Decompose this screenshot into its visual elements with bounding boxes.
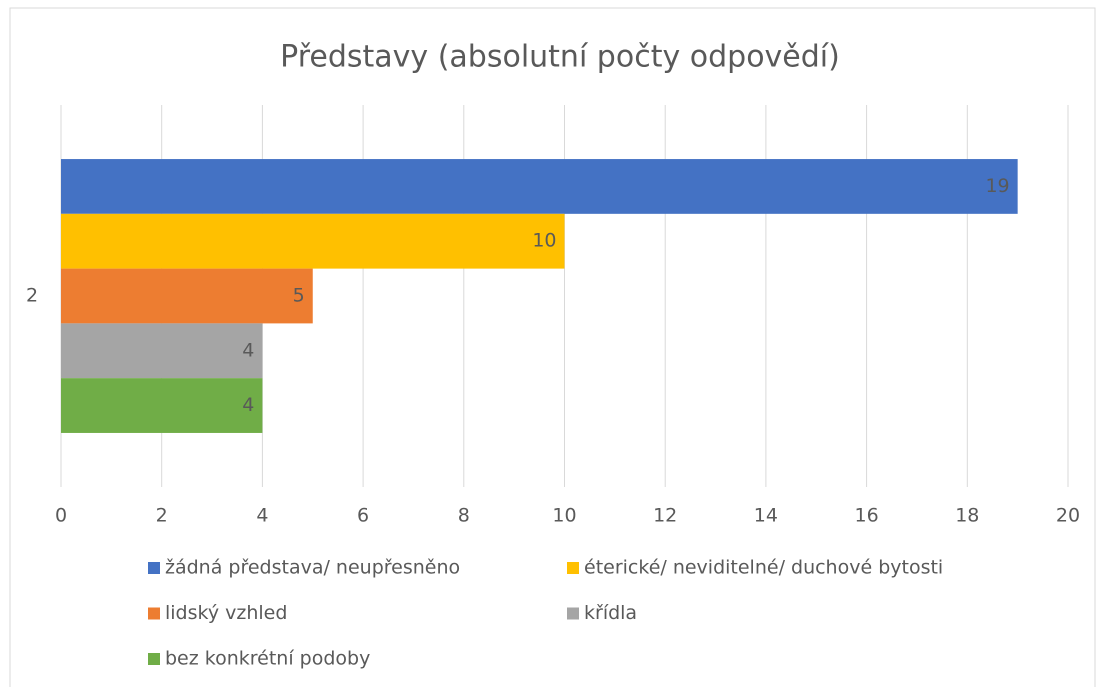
x-tick-label: 12 — [653, 505, 677, 527]
x-tick-label: 20 — [1056, 505, 1080, 527]
x-tick-label: 2 — [156, 505, 168, 527]
legend-swatch — [148, 653, 160, 665]
bar — [61, 213, 565, 269]
data-label: 10 — [532, 230, 556, 252]
legend-label: bez konkrétní podoby — [165, 648, 370, 670]
legend-swatch — [148, 562, 160, 574]
bar — [61, 323, 263, 379]
x-tick-label: 0 — [55, 505, 67, 527]
legend-label: lidský vzhled — [165, 602, 287, 624]
legend-swatch — [148, 607, 160, 620]
x-tick-label: 6 — [357, 505, 369, 527]
legend-swatch — [567, 607, 579, 620]
x-tick-label: 16 — [855, 505, 879, 527]
chart-title: Představy (absolutní počty odpovědí) — [280, 40, 840, 75]
legend-label: žádná představa/ neupřesněno — [165, 557, 460, 579]
bar — [61, 268, 313, 324]
y-tick-label: 2 — [26, 285, 38, 307]
x-tick-label: 4 — [256, 505, 268, 527]
data-label: 4 — [242, 394, 254, 416]
x-tick-label: 8 — [458, 505, 470, 527]
x-tick-label: 14 — [754, 505, 778, 527]
x-tick-label: 10 — [552, 505, 576, 527]
data-label: 5 — [293, 285, 305, 307]
legend-label: éterické/ neviditelné/ duchové bytosti — [584, 557, 943, 579]
data-label: 19 — [985, 175, 1009, 197]
x-tick-label: 18 — [955, 505, 979, 527]
data-label: 4 — [242, 339, 254, 361]
bar — [61, 159, 1018, 214]
bar — [61, 378, 263, 433]
legend-swatch — [567, 562, 579, 574]
legend-label: křídla — [584, 602, 637, 624]
